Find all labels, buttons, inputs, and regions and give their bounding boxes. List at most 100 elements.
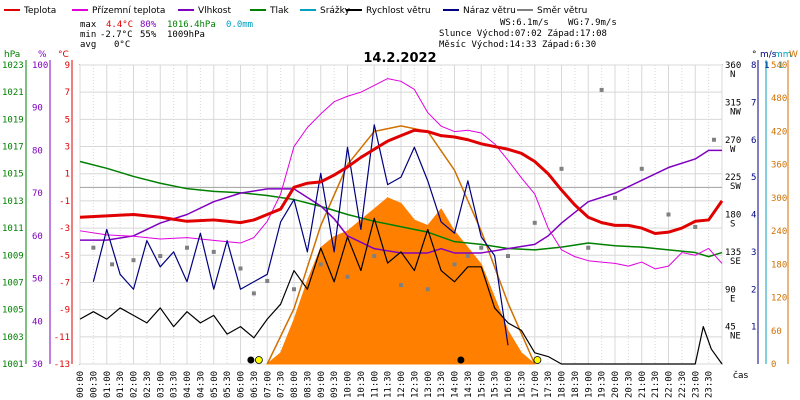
x-tick-label: 12:00 xyxy=(397,371,407,398)
direction-name-label: N xyxy=(730,70,735,80)
x-tick-label: 07:30 xyxy=(277,371,287,398)
wind-tick-label: 8 xyxy=(751,61,756,71)
temperature-tick-label: 1 xyxy=(65,170,70,180)
direction-tick-label: 90 xyxy=(725,285,736,295)
x-tick-label: 23:00 xyxy=(691,371,701,398)
stats-min-hum: 55% xyxy=(140,30,157,40)
x-tick-label: 01:00 xyxy=(103,371,113,398)
moonset-marker xyxy=(247,356,255,364)
pressure-tick-label: 1017 xyxy=(2,143,24,153)
x-tick-label: 03:30 xyxy=(170,371,180,398)
temperature-tick-label: -5 xyxy=(59,251,70,261)
radiation-tick-label: 240 xyxy=(771,227,787,237)
direction-name-label: SW xyxy=(730,182,741,192)
moon-times: Měsíc Východ:14:33 Západ:6:30 xyxy=(439,40,596,50)
direction-tick-label: 315 xyxy=(725,98,741,108)
wind-direction-point xyxy=(292,287,296,292)
wind-direction-point xyxy=(506,254,510,259)
wind-direction-point xyxy=(251,291,256,296)
x-axis-unit: čas xyxy=(733,370,748,381)
radiation-tick-label: 180 xyxy=(771,260,787,270)
stats-max-press: 1016.4hPa xyxy=(167,20,216,30)
legend-label: Teplota xyxy=(23,6,56,16)
x-tick-label: 19:00 xyxy=(584,371,594,398)
direction-name-label: W xyxy=(730,145,736,155)
x-tick-label: 16:30 xyxy=(517,371,527,398)
radiation-tick-label: 360 xyxy=(771,161,787,171)
stats-max-rain: 0.0mm xyxy=(226,20,253,30)
series-line-p-zemn-teplota xyxy=(79,78,723,270)
wind-direction-point xyxy=(238,266,243,271)
pressure-axis-unit: hPa xyxy=(4,50,20,60)
wind-direction-point xyxy=(110,262,115,267)
wind-direction-point xyxy=(399,283,403,288)
x-tick-label: 10:00 xyxy=(344,371,354,398)
wind-tick-label: 6 xyxy=(751,136,756,146)
pressure-tick-label: 1001 xyxy=(2,360,24,370)
x-tick-label: 00:00 xyxy=(76,371,86,398)
x-tick-label: 15:30 xyxy=(491,371,501,398)
wind-tick-label: 4 xyxy=(751,211,756,221)
pressure-tick-label: 1007 xyxy=(2,278,24,288)
moonrise-marker xyxy=(457,356,465,364)
x-tick-label: 05:00 xyxy=(210,371,220,398)
temperature-tick-label: -1 xyxy=(59,197,70,207)
wind-direction-point xyxy=(479,245,484,250)
wind-direction-point xyxy=(666,212,671,217)
x-tick-label: 19:30 xyxy=(598,371,608,398)
temperature-axis-unit: °C xyxy=(58,50,69,60)
pressure-tick-label: 1023 xyxy=(2,61,24,71)
radiation-tick-label: 120 xyxy=(771,294,787,304)
stats-avg-temp: 0°C xyxy=(114,40,130,50)
wind-gust-avg: WG:7.9m/s xyxy=(568,18,617,28)
wind-direction-point xyxy=(131,258,136,263)
wind-tick-label: 5 xyxy=(751,173,756,183)
stats-avg-label: avg xyxy=(80,40,96,50)
legend-label: Směr větru xyxy=(537,6,587,16)
radiation-tick-label: 60 xyxy=(771,327,782,337)
stats-min-label: min xyxy=(80,30,96,40)
x-tick-label: 13:00 xyxy=(424,371,434,398)
x-tick-label: 20:30 xyxy=(624,371,634,398)
direction-axis-unit: ° xyxy=(752,50,757,60)
pressure-tick-label: 1003 xyxy=(2,333,24,343)
x-tick-label: 21:00 xyxy=(638,371,648,398)
x-tick-label: 08:30 xyxy=(303,371,313,398)
series-line-teplota xyxy=(79,128,724,236)
direction-tick-label: 45 xyxy=(725,323,736,333)
wind-direction-point xyxy=(265,278,270,283)
humidity-axis-unit: % xyxy=(38,50,47,60)
direction-name-label: SE xyxy=(730,257,741,267)
x-tick-label: 08:00 xyxy=(290,371,300,398)
wind-direction-point xyxy=(452,262,457,267)
legend-label: Přízemní teplota xyxy=(92,6,165,16)
x-tick-label: 11:00 xyxy=(370,371,380,398)
pressure-tick-label: 1015 xyxy=(2,170,24,180)
sun-times: Slunce Východ:07:02 Západ:17:08 xyxy=(439,29,607,39)
rain-axis-unit: mm xyxy=(774,50,792,60)
stats-max-hum: 80% xyxy=(140,20,157,30)
stats-max-temp: 4.4°C xyxy=(106,20,133,30)
x-tick-label: 15:00 xyxy=(477,371,487,398)
x-tick-label: 06:30 xyxy=(250,371,260,398)
wind-tick-label: 1 xyxy=(751,323,756,333)
pressure-tick-label: 1019 xyxy=(2,115,24,125)
direction-tick-label: 360 xyxy=(725,61,741,71)
x-tick-label: 14:30 xyxy=(464,371,474,398)
wind-axis-top: 1 xyxy=(764,61,770,71)
direction-name-label: E xyxy=(730,294,735,304)
humidity-tick-label: 90 xyxy=(32,104,43,114)
wind-direction-point xyxy=(185,245,189,250)
wind-direction-point xyxy=(599,87,604,92)
legend-label: Rychlost větru xyxy=(366,6,431,16)
humidity-tick-label: 40 xyxy=(32,317,43,327)
x-tick-label: 09:30 xyxy=(330,371,340,398)
series-line-tlak xyxy=(79,160,723,258)
wind-direction-point xyxy=(693,224,698,229)
x-tick-label: 14:00 xyxy=(451,371,461,398)
wind-axis-unit: m/s xyxy=(760,50,777,60)
wind-tick-label: 3 xyxy=(751,248,756,258)
x-tick-label: 12:30 xyxy=(410,371,420,398)
temperature-tick-label: -13 xyxy=(54,360,70,370)
